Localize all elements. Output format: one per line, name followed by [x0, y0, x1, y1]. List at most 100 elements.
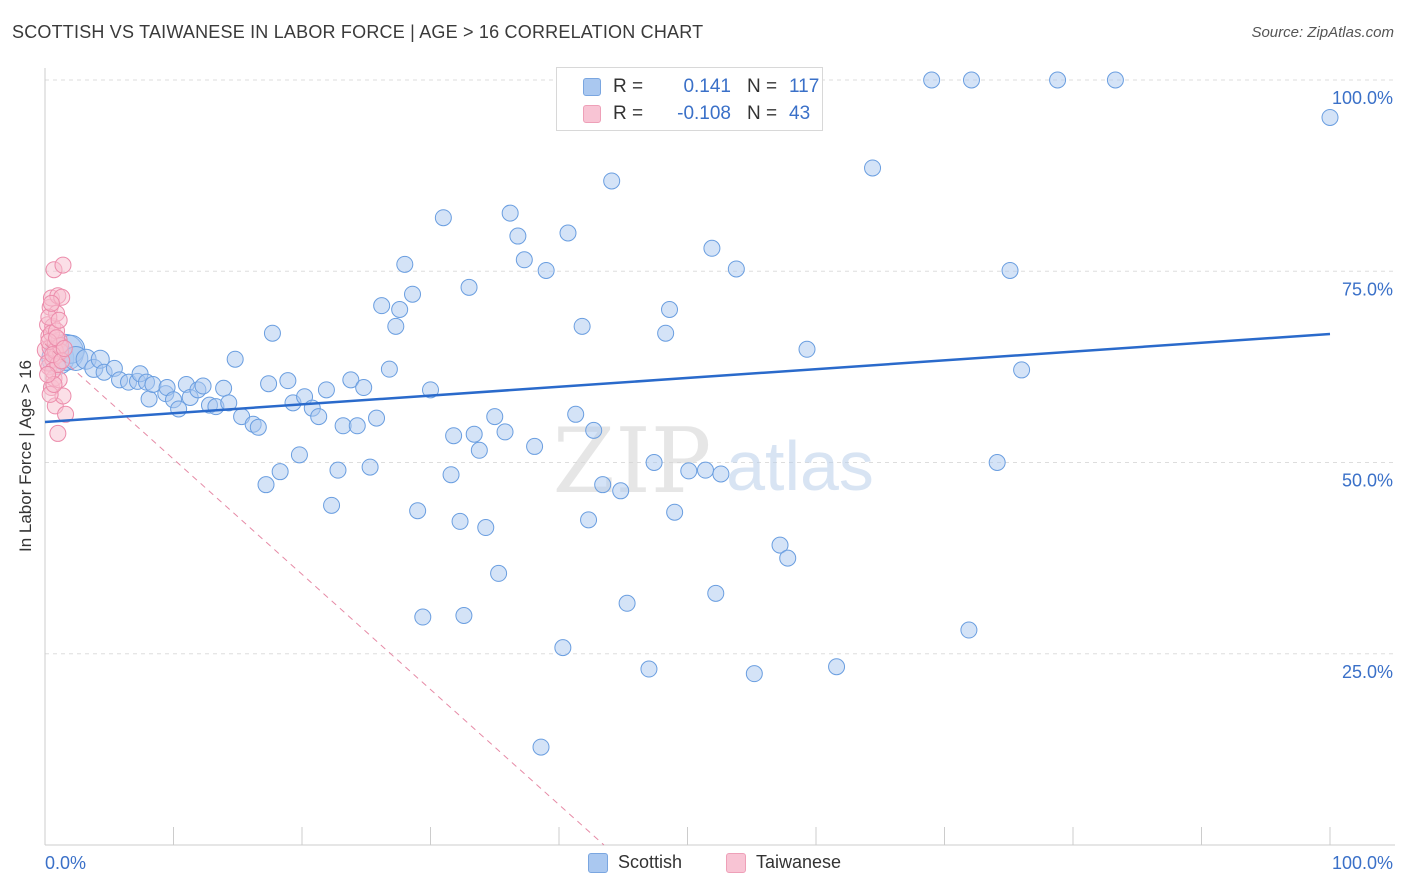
scottish-point: [526, 437, 544, 455]
scottish-point: [828, 658, 846, 676]
scottish-point: [594, 476, 612, 494]
taiwanese-swatch: [583, 105, 601, 123]
scottish-point: [771, 536, 789, 554]
taiwanese-r-value: -0.108: [677, 103, 731, 124]
scottish-point: [368, 409, 386, 427]
y-tick-label: 25.0%: [1342, 662, 1393, 682]
scottish-point: [657, 324, 675, 342]
legend-row-scottish: R = 0.141 N = 117: [583, 75, 819, 99]
scottish-point: [580, 511, 598, 529]
scottish-point: [509, 227, 527, 245]
legend-row-taiwanese: R = -0.108 N = 43: [583, 102, 810, 126]
taiwanese-point: [54, 256, 72, 274]
scottish-point: [334, 417, 352, 435]
scottish-point: [988, 454, 1006, 471]
scottish-point: [554, 639, 572, 657]
scottish-point: [696, 461, 714, 479]
scottish-point: [451, 512, 469, 530]
legend-item-taiwanese: Taiwanese: [726, 852, 841, 873]
scottish-point: [460, 278, 478, 296]
scottish-swatch: [583, 78, 601, 96]
y-tick-label: 100.0%: [1332, 88, 1393, 108]
tick-labels: 25.0% 50.0% 75.0% 100.0% 0.0% 100.0%: [45, 88, 1393, 873]
scottish-point: [779, 549, 797, 567]
axes: [44, 68, 1395, 846]
scottish-legend-label: Scottish: [618, 852, 683, 872]
scottish-point: [680, 462, 698, 480]
scottish-point: [559, 224, 577, 242]
scottish-point: [380, 360, 398, 378]
scottish-point: [501, 204, 519, 222]
scottish-point: [618, 594, 636, 612]
scottish-point: [666, 503, 684, 521]
watermark-atlas: atlas: [726, 427, 874, 505]
watermark: ZIP atlas: [553, 409, 874, 514]
scottish-point: [290, 446, 308, 464]
scottish-point: [445, 427, 463, 445]
scottish-point: [712, 465, 730, 483]
scottish-point: [310, 408, 328, 426]
chart-title: SCOTTISH VS TAIWANESE IN LABOR FORCE | A…: [12, 22, 704, 42]
scottish-point: [703, 239, 721, 257]
stats-legend: R = 0.141 N = 117 R = -0.108 N = 43: [556, 67, 823, 131]
scottish-point: [585, 421, 603, 439]
scottish-point: [603, 172, 621, 190]
scottish-point: [220, 394, 238, 412]
taiwanese-point: [39, 366, 57, 384]
scottish-point: [1013, 361, 1031, 379]
scottish-point: [864, 159, 882, 177]
n-label: N =: [747, 76, 778, 97]
scottish-point: [496, 423, 514, 441]
scottish-point: [249, 418, 267, 436]
scottish-point: [1106, 71, 1124, 89]
scottish-point: [434, 209, 452, 227]
legend-item-scottish: Scottish: [588, 852, 682, 873]
scottish-point: [387, 317, 405, 335]
data-points: [36, 71, 1339, 756]
scottish-point: [226, 350, 244, 368]
x-tick-label-max: 100.0%: [1332, 853, 1393, 873]
scottish-point: [215, 379, 233, 397]
scottish-point: [260, 375, 278, 393]
scottish-point: [567, 405, 585, 423]
scottish-point: [1001, 261, 1019, 279]
scottish-trend-line: [44, 332, 1331, 424]
taiwanese-legend-label: Taiwanese: [756, 852, 842, 872]
r-label: R =: [613, 103, 644, 124]
x-tick-label-min: 0.0%: [45, 853, 86, 873]
scottish-point: [640, 660, 658, 678]
scottish-point: [396, 255, 414, 273]
scottish-point: [465, 425, 483, 443]
scottish-point: [645, 454, 663, 471]
scottish-point: [422, 381, 439, 399]
scottish-point: [923, 71, 941, 89]
source-credit: Source: ZipAtlas.com: [1251, 24, 1394, 41]
scottish-point: [1321, 108, 1339, 126]
scottish-point: [361, 458, 379, 476]
scottish-point: [271, 463, 289, 481]
scottish-point: [414, 608, 432, 626]
scottish-point: [612, 482, 630, 500]
scottish-point: [960, 621, 978, 639]
scottish-point: [486, 408, 504, 426]
scottish-point: [455, 607, 473, 624]
scottish-point: [391, 301, 409, 318]
scottish-point: [140, 390, 158, 408]
scottish-point: [573, 317, 591, 335]
taiwanese-point: [49, 424, 67, 442]
taiwanese-point: [42, 294, 60, 312]
y-tick-label: 75.0%: [1342, 279, 1393, 299]
scottish-r-value: 0.141: [683, 76, 731, 97]
scottish-point: [373, 297, 391, 315]
taiwanese-point: [55, 340, 73, 358]
scottish-point: [279, 372, 297, 390]
gridlines: [45, 79, 1395, 655]
scottish-legend-swatch: [588, 852, 608, 873]
scottish-point: [317, 381, 335, 399]
scottish-point: [329, 461, 347, 479]
taiwanese-n-value: 43: [789, 103, 811, 124]
scottish-point: [707, 584, 725, 602]
scottish-point: [537, 261, 555, 279]
taiwanese-point: [57, 405, 75, 423]
